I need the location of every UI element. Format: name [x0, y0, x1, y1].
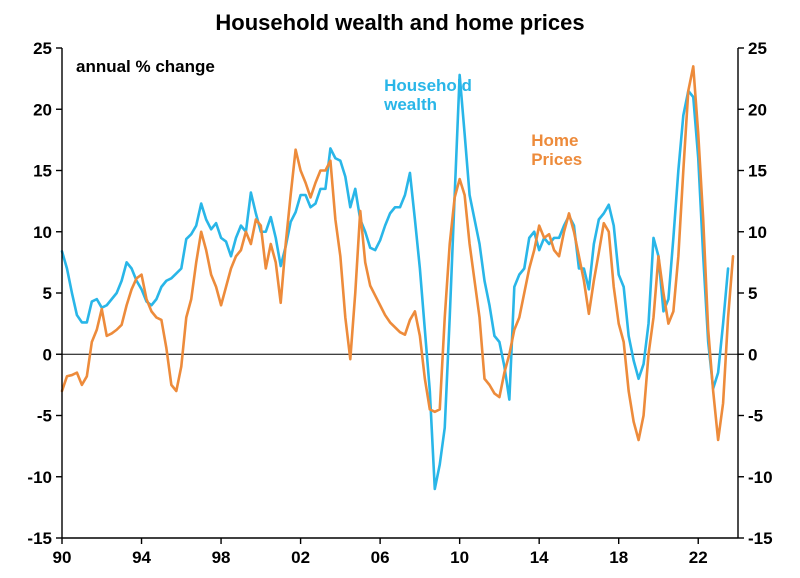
x-tick-label: 06	[371, 548, 390, 567]
y-tick-label-right: -10	[748, 468, 773, 487]
x-tick-label: 94	[132, 548, 151, 567]
y-tick-label-left: 0	[43, 345, 52, 364]
x-tick-label: 14	[530, 548, 549, 567]
chart-svg: Household wealth and home prices -15 -15 -1…	[0, 0, 800, 578]
x-tick-label: 22	[689, 548, 708, 567]
y-tick-label-left: 10	[33, 223, 52, 242]
y-tick-label-right: -5	[748, 407, 763, 426]
chart-container: Household wealth and home prices -15 -15 -1…	[0, 0, 800, 578]
y-tick-label-left: -5	[37, 407, 52, 426]
y-tick-label-left: 20	[33, 100, 52, 119]
y-tick-label-left: -10	[27, 468, 52, 487]
series-label-household-wealth: wealth	[383, 95, 437, 114]
x-tick-label: 98	[212, 548, 231, 567]
series-label-household-wealth: Household	[384, 76, 472, 95]
y-tick-label-right: 5	[748, 284, 757, 303]
x-tick-label: 90	[53, 548, 72, 567]
series-label-home-prices: Prices	[531, 150, 582, 169]
y-tick-label-right: -15	[748, 529, 773, 548]
y-tick-label-right: 20	[748, 100, 767, 119]
y-tick-label-right: 0	[748, 345, 757, 364]
y-tick-label-right: 10	[748, 223, 767, 242]
x-tick-label: 02	[291, 548, 310, 567]
y-tick-label-left: -15	[27, 529, 52, 548]
y-tick-label-left: 5	[43, 284, 52, 303]
series-label-home-prices: Home	[531, 131, 578, 150]
y-tick-label-right: 25	[748, 39, 767, 58]
chart-title: Household wealth and home prices	[215, 10, 584, 35]
y-tick-label-left: 25	[33, 39, 52, 58]
y-tick-label-right: 15	[748, 162, 767, 181]
x-tick-label: 18	[609, 548, 628, 567]
y-tick-label-left: 15	[33, 162, 52, 181]
x-tick-label: 10	[450, 548, 469, 567]
chart-subtitle: annual % change	[76, 57, 215, 76]
